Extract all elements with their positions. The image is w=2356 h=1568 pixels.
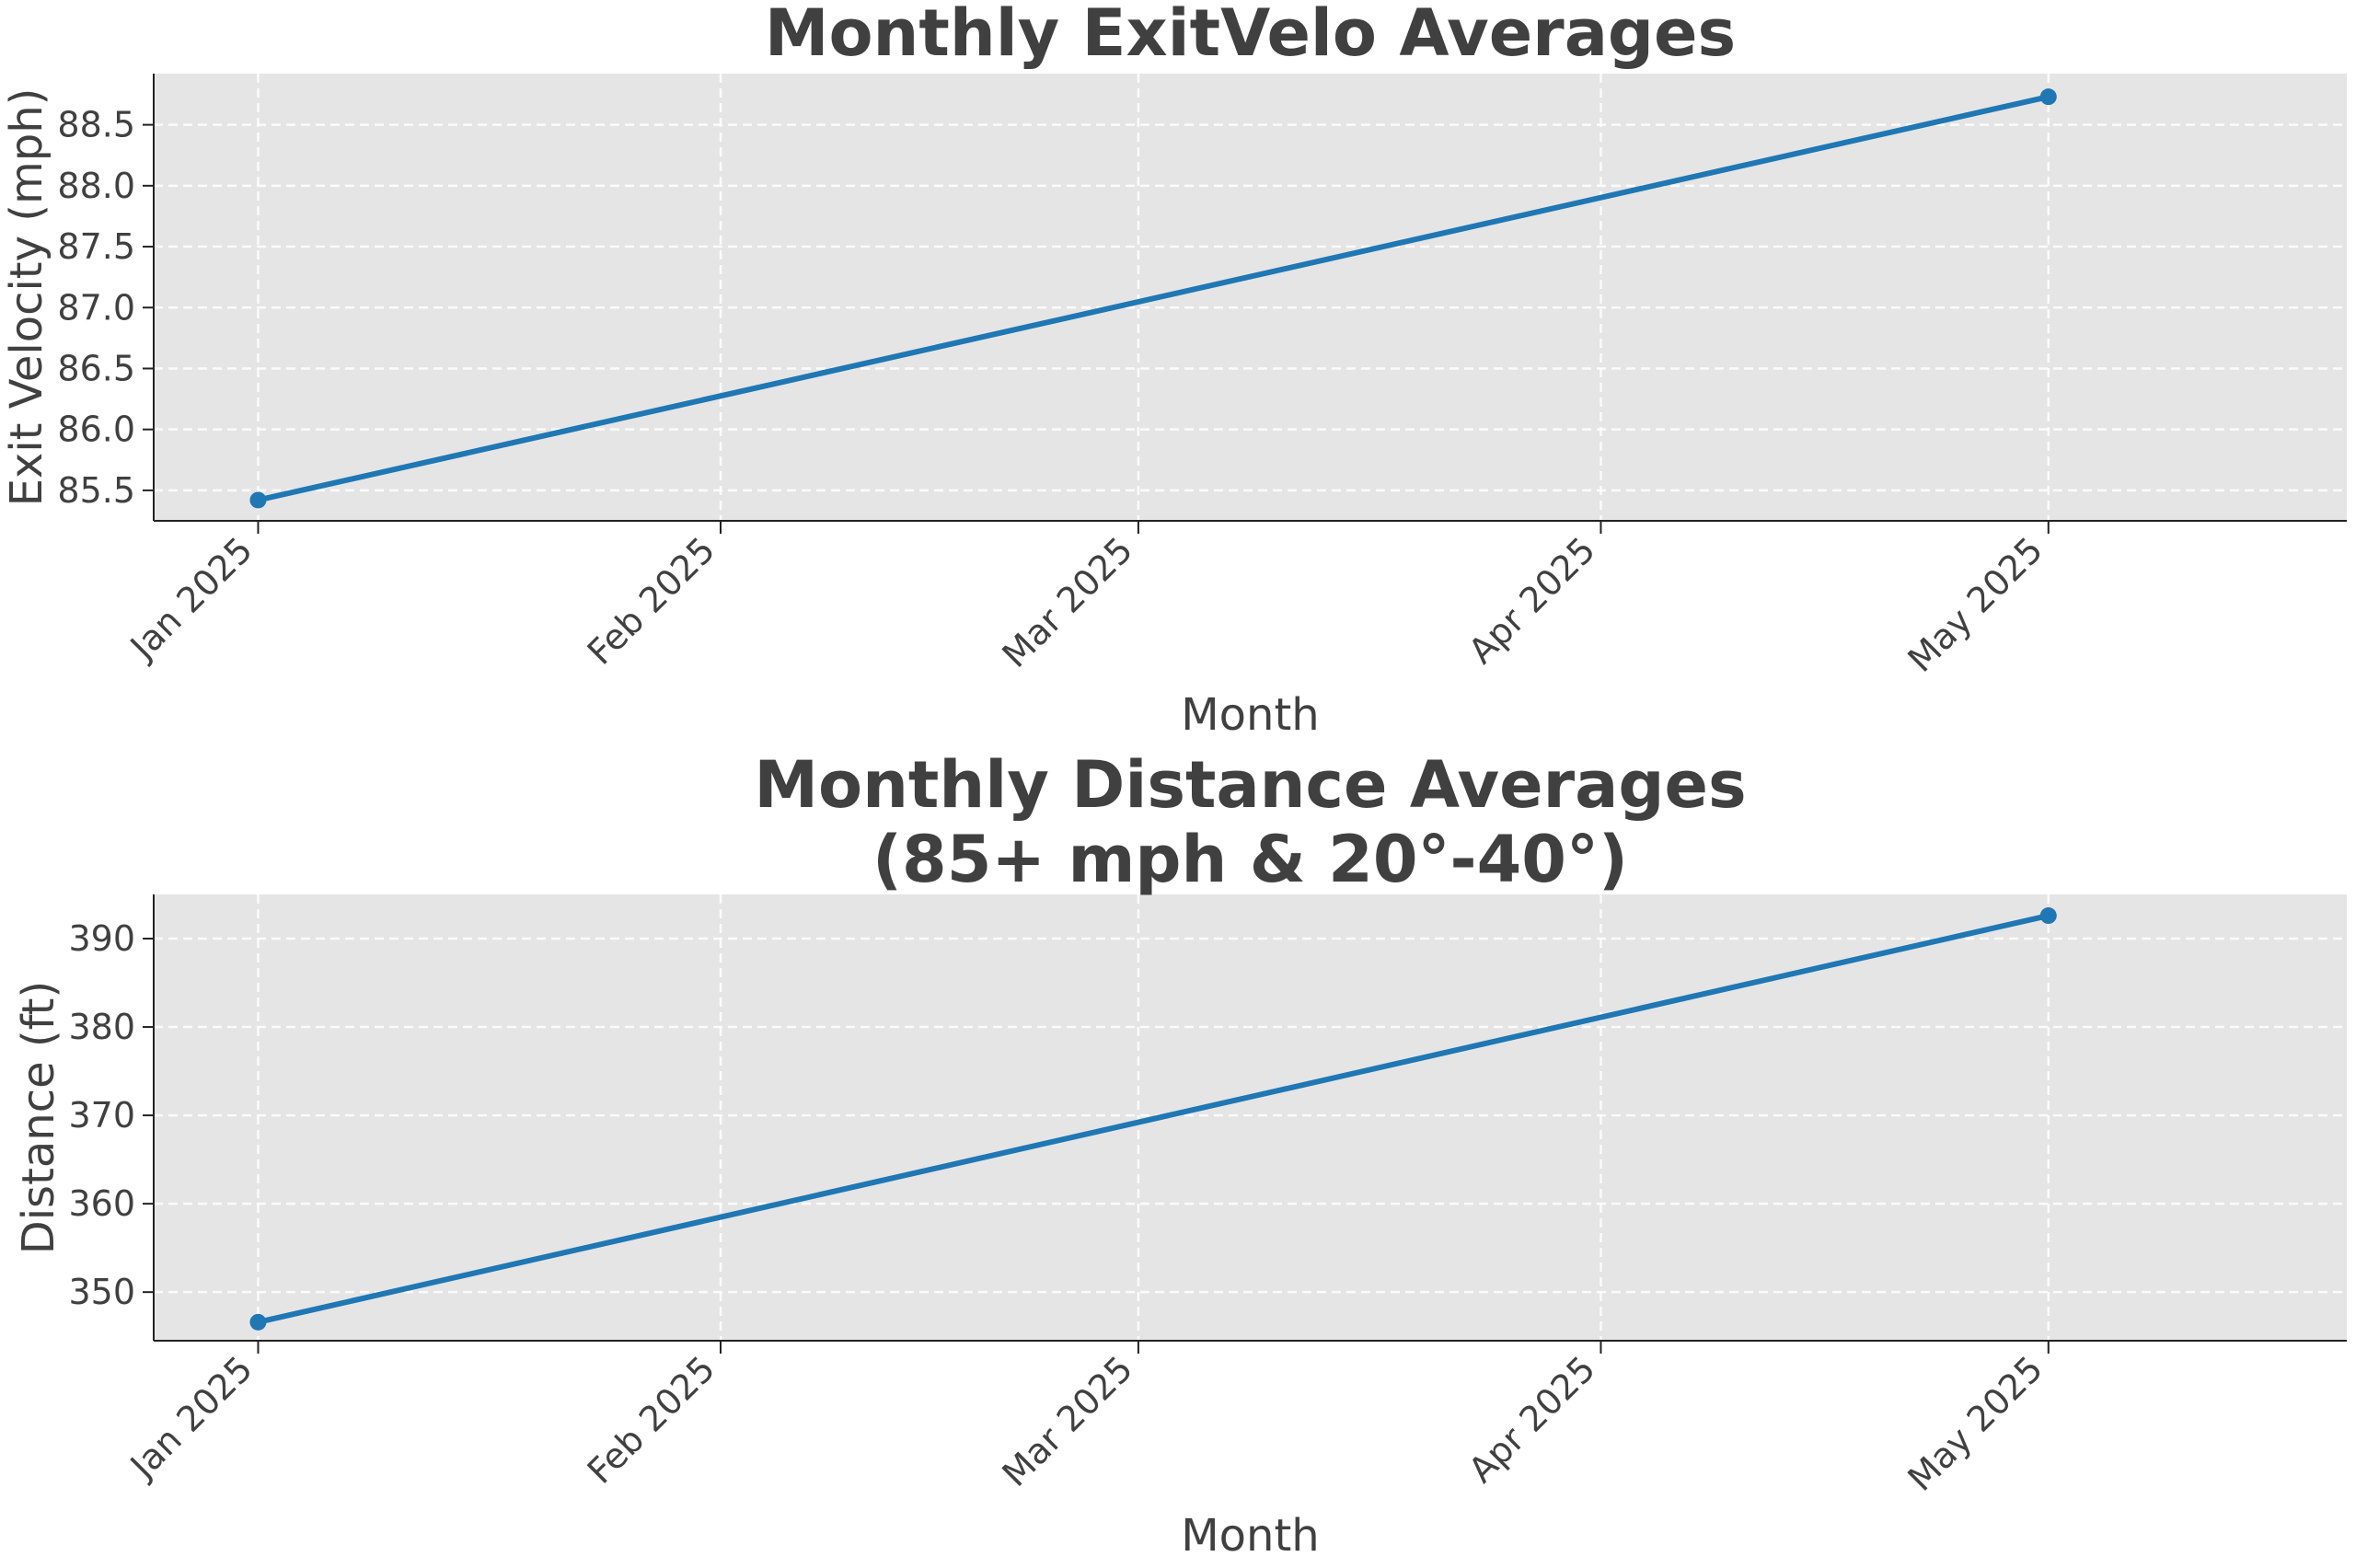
chart-panel-2: Jan 2025 Feb 2025 Mar 2025 Apr 2025 May 2025… — [13, 747, 2347, 1562]
y-tick-label: 390 — [68, 918, 135, 959]
y-tick-label: 87.5 — [57, 226, 135, 267]
x-tick-label: Mar 2025 — [995, 529, 1141, 675]
data-point — [249, 1313, 267, 1331]
chart-panel-1: Jan 2025 Feb 2025 Mar 2025 Apr 2025 May 2025… — [1, 0, 2347, 741]
chart-title: (85+ mph & 20°-40°) — [872, 822, 1628, 897]
chart-title: Monthly ExitVelo Averages — [765, 0, 1736, 71]
y-axis-label: Exit Velocity (mph) — [1, 88, 52, 507]
series-line — [255, 94, 2051, 503]
plot-area — [154, 894, 2347, 1341]
y-tick-label: 85.5 — [57, 470, 135, 511]
x-tick-label: Feb 2025 — [580, 1348, 723, 1492]
x-axis-label: Month — [1181, 689, 1319, 741]
y-tick-label: 86.0 — [57, 409, 135, 450]
y-tick-label: 86.5 — [57, 348, 135, 388]
y-tick-label: 350 — [68, 1272, 135, 1312]
data-point — [2039, 88, 2057, 106]
x-tick-label: Mar 2025 — [995, 1348, 1141, 1494]
x-tick-label: Apr 2025 — [1461, 529, 1603, 672]
y-tick-label: 360 — [68, 1183, 135, 1224]
x-tick-label: Apr 2025 — [1461, 1348, 1603, 1491]
series-line — [255, 913, 2051, 1325]
data-point — [249, 491, 267, 509]
y-tick-label: 370 — [68, 1095, 135, 1136]
y-tick-label: 87.0 — [57, 287, 135, 328]
chart-title: Monthly Distance Averages — [754, 747, 1746, 823]
x-tick-label: Jan 2025 — [121, 529, 260, 668]
x-tick-label: Feb 2025 — [580, 529, 723, 673]
y-axis-label: Distance (ft) — [13, 981, 64, 1254]
x-tick-label: May 2025 — [1900, 529, 2051, 680]
x-tick-label: Jan 2025 — [121, 1348, 260, 1487]
x-tick-label: May 2025 — [1900, 1348, 2051, 1499]
y-tick-label: 88.5 — [57, 105, 135, 145]
x-axis-label: Month — [1181, 1510, 1319, 1562]
y-tick-label: 380 — [68, 1007, 135, 1047]
y-tick-label: 88.0 — [57, 166, 135, 206]
data-point — [2039, 907, 2057, 925]
plot-area — [154, 74, 2347, 521]
